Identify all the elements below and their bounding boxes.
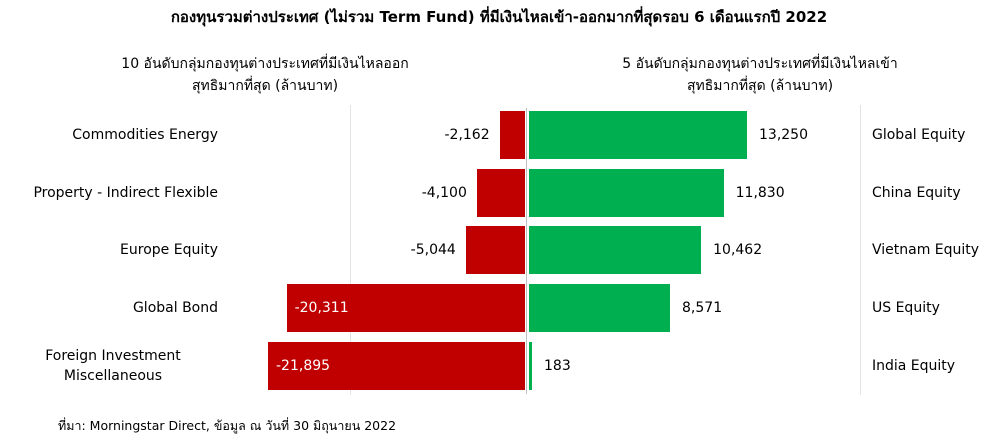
- value-label: -21,895: [276, 357, 331, 374]
- y-tick-label: Europe Equity: [120, 242, 218, 259]
- bar: [529, 284, 671, 333]
- value-label: 10,462: [713, 242, 763, 259]
- y-tick-label: Commodities Energy: [72, 127, 218, 143]
- heading-line: 5 อันดับกลุ่มกองทุนต่างประเทศที่มีเงินไห…: [622, 56, 898, 72]
- value-label: 183: [544, 357, 571, 374]
- value-label: -5,044: [410, 242, 456, 259]
- y-tick-label: Global Bond: [132, 300, 218, 317]
- chart-title: กองทุนรวมต่างประเทศ (ไม่รวม Term Fund) ท…: [170, 8, 828, 26]
- value-label: 8,571: [682, 300, 723, 317]
- bar: [529, 226, 702, 275]
- divider-line: [860, 105, 861, 395]
- value-label: 13,250: [759, 127, 808, 143]
- bar: [499, 111, 525, 159]
- bar: [476, 168, 525, 217]
- value-label: -20,311: [294, 300, 349, 317]
- bar: [465, 226, 525, 275]
- heading-line: 10 อันดับกลุ่มกองทุนต่างประเทศที่มีเงินไ…: [121, 56, 409, 72]
- bar: [529, 111, 747, 159]
- y-tick-label: Global Equity: [872, 127, 966, 143]
- bar: [529, 168, 724, 217]
- value-label: 11,830: [735, 184, 785, 201]
- y-tick-label: Property - Indirect Flexible: [33, 184, 218, 201]
- right-heading: 5 อันดับกลุ่มกองทุนต่างประเทศที่มีเงินไห…: [555, 53, 965, 97]
- left-heading: 10 อันดับกลุ่มกองทุนต่างประเทศที่มีเงินไ…: [60, 53, 470, 97]
- value-label: -4,100: [421, 184, 467, 201]
- heading-line: สุทธิมากที่สุด (ล้านบาท): [191, 78, 339, 94]
- y-tick-label: China Equity: [872, 184, 961, 201]
- bar: [286, 284, 525, 333]
- bar: [529, 341, 532, 390]
- heading-line: สุทธิมากที่สุด (ล้านบาท): [686, 78, 834, 94]
- y-tick-label: US Equity: [872, 300, 940, 317]
- bar: [268, 341, 525, 390]
- value-label: -2,162: [444, 127, 490, 143]
- center-axis: [526, 108, 527, 394]
- divider-line: [350, 105, 351, 395]
- y-tick-label: Foreign Investment Miscellaneous: [45, 347, 181, 384]
- y-tick-label: Vietnam Equity: [872, 242, 980, 259]
- y-tick-label: India Equity: [872, 357, 956, 374]
- source-note: ที่มา: Morningstar Direct, ข้อมูล ณ วันท…: [58, 418, 397, 433]
